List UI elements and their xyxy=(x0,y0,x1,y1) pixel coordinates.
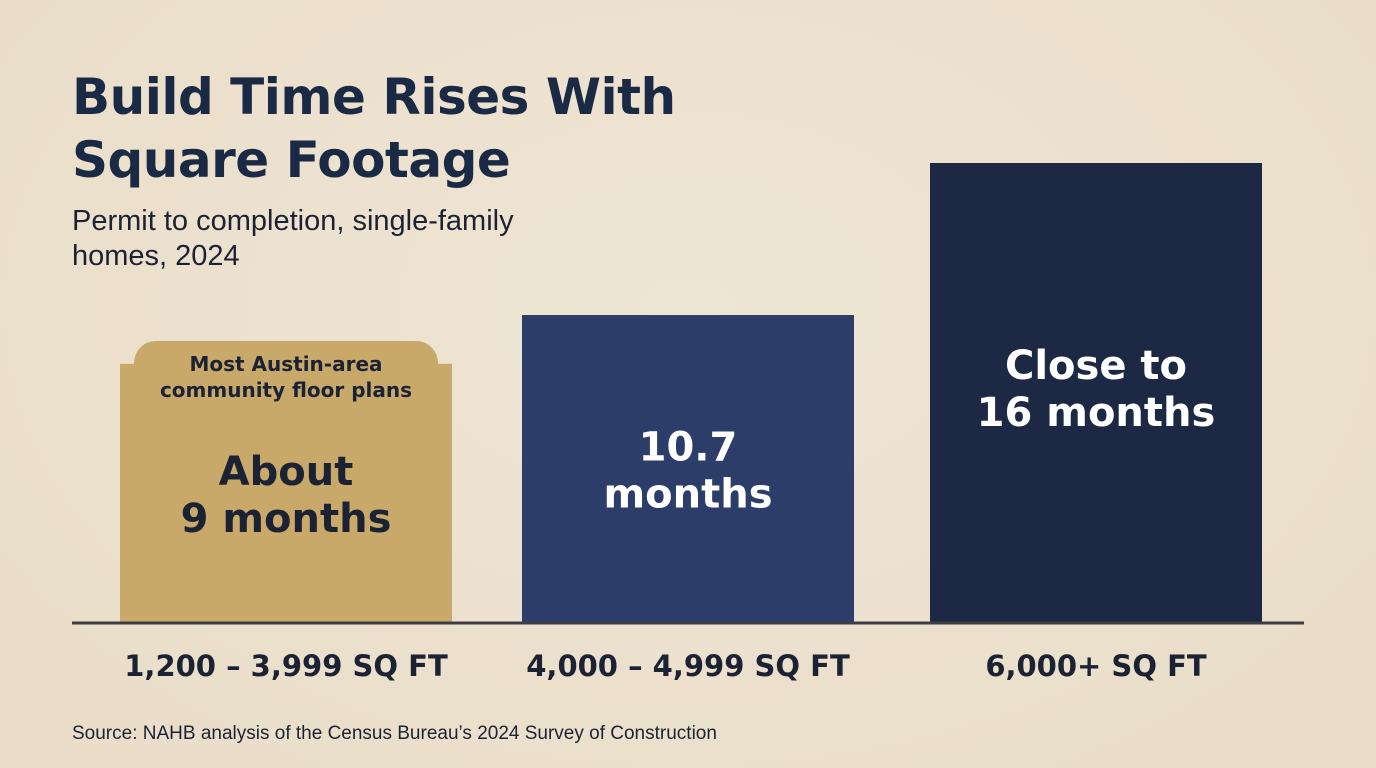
bar-2-data-label: 10.7 months xyxy=(603,425,772,518)
bar-1-data-label-line-1: About xyxy=(219,449,354,495)
x-tick-label-3: 6,000+ SQ FT xyxy=(985,649,1207,683)
bars-group: About 9 months 10.7 months Close to 16 months xyxy=(120,163,1262,622)
bar-3-data-label-line-1: Close to xyxy=(1005,343,1187,389)
bar-3 xyxy=(930,163,1262,622)
x-tick-label-2: 4,000 – 4,999 SQ FT xyxy=(526,649,850,683)
bar-3-data-label-line-2: 16 months xyxy=(977,390,1216,436)
bar-1-data-label-line-2: 9 months xyxy=(181,496,392,542)
callout-badge: Most Austin-area community floor plans xyxy=(134,341,438,412)
chart-subtitle: Permit to completion, single-family home… xyxy=(72,205,514,272)
bar-2 xyxy=(522,315,854,622)
bar-1-data-label: About 9 months xyxy=(181,449,392,542)
bar-2-data-label-line-2: months xyxy=(603,472,772,518)
bar-2-data-label-line-1: 10.7 xyxy=(639,425,738,471)
source-note: Source: NAHB analysis of the Census Bure… xyxy=(72,723,717,744)
bar-3-data-label: Close to 16 months xyxy=(977,343,1216,436)
x-axis-ticks: 1,200 – 3,999 SQ FT 4,000 – 4,999 SQ FT 6,… xyxy=(124,649,1207,683)
chart-title: Build Time Rises With Square Footage xyxy=(72,68,676,189)
x-tick-label-1: 1,200 – 3,999 SQ FT xyxy=(124,649,448,683)
